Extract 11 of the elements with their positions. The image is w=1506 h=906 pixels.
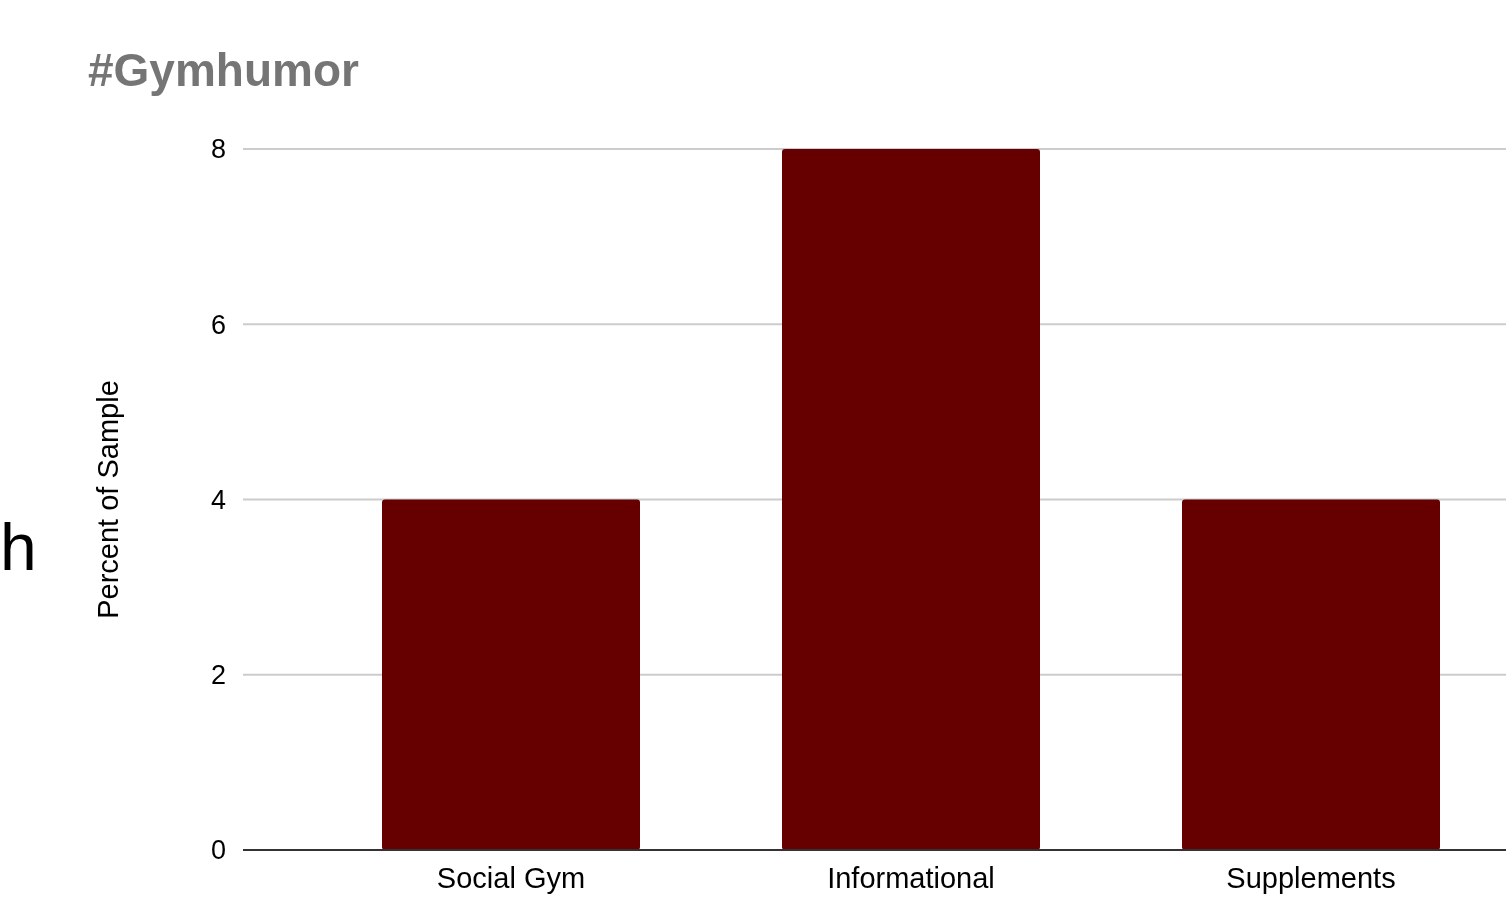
y-axis-title: Percent of Sample — [92, 380, 124, 619]
text: h — [0, 510, 37, 584]
chart-title: #Gymhumor — [88, 44, 360, 96]
y-tick-label: 0 — [210, 835, 226, 866]
y-tick-label: 4 — [210, 484, 226, 515]
x-tick-label: Informational — [827, 862, 995, 894]
x-tick-label: Supplements — [1226, 862, 1396, 894]
y-tick-label: 8 — [210, 134, 226, 165]
y-tick-label: 2 — [210, 660, 226, 691]
y-tick-label: 6 — [210, 309, 226, 340]
x-tick-label: Social Gym — [436, 862, 586, 894]
